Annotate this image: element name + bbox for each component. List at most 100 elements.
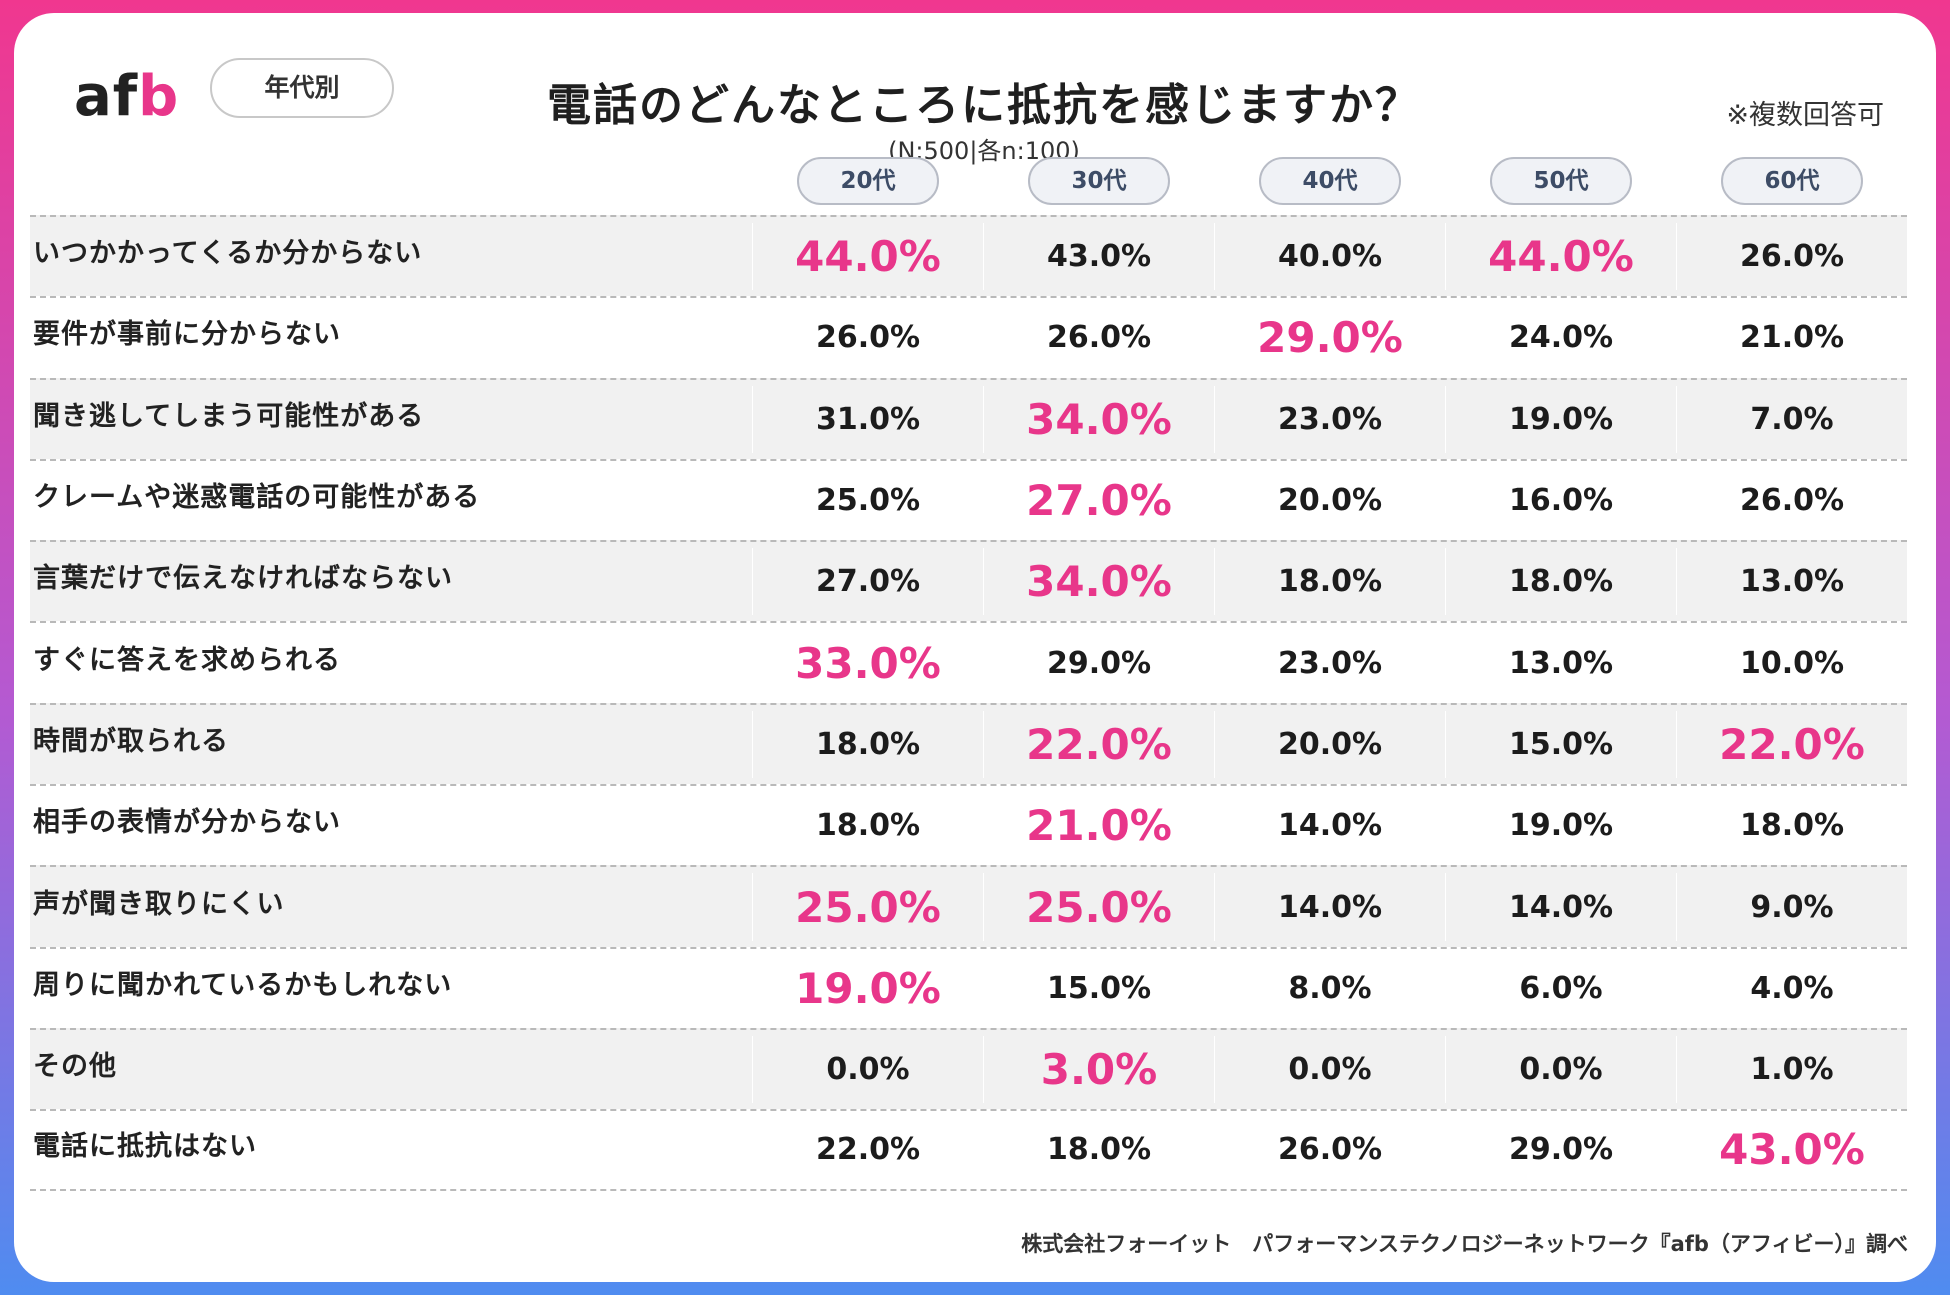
column-separator bbox=[983, 548, 984, 616]
value-cell: 0.0% bbox=[1288, 1052, 1372, 1088]
column-separator bbox=[752, 223, 753, 291]
table-row: 言葉だけで伝えなければならない 27.0% 34.0% 18.0% 18.0% 13.0% bbox=[30, 540, 1907, 622]
value-cell: 13.0% bbox=[1508, 645, 1614, 681]
row-label: 要件が事前に分からない bbox=[33, 319, 341, 351]
value-cell-highlighted: 25.0% bbox=[795, 882, 941, 932]
value-cell: 16.0% bbox=[1508, 483, 1614, 519]
column-separator bbox=[983, 385, 984, 453]
value-cell: 20.0% bbox=[1277, 483, 1383, 519]
column-separator bbox=[1214, 1035, 1215, 1104]
value-cell: 7.0% bbox=[1750, 401, 1834, 437]
value-cell-highlighted: 34.0% bbox=[1026, 394, 1172, 444]
chart-title: 電話のどんなところに抵抗を感じますか？ bbox=[547, 80, 1421, 131]
column-separator bbox=[752, 710, 753, 779]
column-header-40s: 40代 bbox=[1259, 157, 1401, 205]
column-header-60s: 60代 bbox=[1721, 157, 1863, 205]
value-cell: 23.0% bbox=[1277, 645, 1383, 681]
value-cell: 24.0% bbox=[1508, 320, 1614, 356]
column-separator bbox=[1676, 873, 1677, 941]
value-cell: 26.0% bbox=[1277, 1132, 1383, 1168]
column-header-30s: 30代 bbox=[1028, 157, 1170, 205]
table-row: その他 0.0% 3.0% 0.0% 0.0% 1.0% bbox=[30, 1027, 1907, 1110]
column-separator bbox=[1445, 710, 1446, 779]
value-cell-highlighted: 34.0% bbox=[1026, 557, 1172, 607]
column-separator bbox=[1214, 710, 1215, 779]
column-separator bbox=[1445, 548, 1446, 616]
value-cell: 18.0% bbox=[1739, 808, 1845, 844]
column-separator bbox=[1445, 873, 1446, 941]
table-row: 周りに聞かれているかもしれない 19.0% 15.0% 8.0% 6.0% 4.0% bbox=[30, 946, 1907, 1028]
table-row: 声が聞き取りにくい 25.0% 25.0% 14.0% 14.0% 9.0% bbox=[30, 865, 1907, 947]
column-header-20s: 20代 bbox=[797, 157, 939, 205]
column-separator bbox=[1676, 1035, 1677, 1104]
value-cell: 14.0% bbox=[1508, 889, 1614, 925]
value-cell: 40.0% bbox=[1277, 239, 1383, 275]
value-cell: 21.0% bbox=[1739, 320, 1845, 356]
column-separator bbox=[1445, 223, 1446, 291]
multiple-answer-note: ※複数回答可 bbox=[1726, 100, 1884, 131]
table-row: 電話に抵抗はない 22.0% 18.0% 26.0% 29.0% 43.0% bbox=[30, 1109, 1907, 1191]
value-cell: 43.0% bbox=[1046, 239, 1152, 275]
source-credit: 株式会社フォーイット パフォーマンステクノロジーネットワーク『afb（アフィビー… bbox=[1021, 1232, 1908, 1256]
value-cell: 15.0% bbox=[1046, 970, 1152, 1006]
row-label: 言葉だけで伝えなければならない bbox=[33, 563, 453, 595]
column-separator bbox=[752, 1035, 753, 1104]
results-table: いつかかってくるか分からない 44.0% 43.0% 40.0% 44.0% 26.0% 要… bbox=[30, 215, 1907, 1191]
column-separator bbox=[1214, 873, 1215, 941]
value-cell: 29.0% bbox=[1046, 645, 1152, 681]
table-row: クレームや迷惑電話の可能性がある 25.0% 27.0% 20.0% 16.0% 26.0… bbox=[30, 458, 1907, 540]
value-cell: 10.0% bbox=[1739, 645, 1845, 681]
value-cell-highlighted: 44.0% bbox=[795, 232, 941, 282]
value-cell: 20.0% bbox=[1277, 726, 1383, 762]
value-cell: 18.0% bbox=[815, 726, 921, 762]
table-row: 時間が取られる 18.0% 22.0% 20.0% 15.0% 22.0% bbox=[30, 702, 1907, 785]
value-cell-highlighted: 22.0% bbox=[1026, 719, 1172, 769]
value-cell-highlighted: 43.0% bbox=[1719, 1125, 1865, 1175]
column-separator bbox=[1676, 710, 1677, 779]
column-separator bbox=[983, 223, 984, 291]
column-separator bbox=[752, 385, 753, 453]
value-cell: 22.0% bbox=[815, 1132, 921, 1168]
value-cell: 9.0% bbox=[1750, 889, 1834, 925]
table-row: 要件が事前に分からない 26.0% 26.0% 29.0% 24.0% 21.0% bbox=[30, 296, 1907, 377]
row-label: 電話に抵抗はない bbox=[33, 1131, 257, 1163]
value-cell: 29.0% bbox=[1508, 1132, 1614, 1168]
value-cell: 8.0% bbox=[1288, 970, 1372, 1006]
value-cell-highlighted: 33.0% bbox=[795, 638, 941, 688]
row-label: クレームや迷惑電話の可能性がある bbox=[33, 482, 481, 514]
segment-badge: 年代別 bbox=[210, 58, 394, 118]
value-cell: 1.0% bbox=[1750, 1052, 1834, 1088]
value-cell: 26.0% bbox=[815, 320, 921, 356]
value-cell: 26.0% bbox=[1739, 483, 1845, 519]
table-row: いつかかってくるか分からない 44.0% 43.0% 40.0% 44.0% 26.0% bbox=[30, 215, 1907, 297]
row-label: 聞き逃してしまう可能性がある bbox=[33, 400, 425, 432]
value-cell: 19.0% bbox=[1508, 808, 1614, 844]
value-cell: 18.0% bbox=[1277, 564, 1383, 600]
table-row: すぐに答えを求められる 33.0% 29.0% 23.0% 13.0% 10.0% bbox=[30, 621, 1907, 702]
column-separator bbox=[752, 548, 753, 616]
column-separator bbox=[1445, 385, 1446, 453]
value-cell: 0.0% bbox=[1519, 1052, 1603, 1088]
value-cell: 25.0% bbox=[815, 483, 921, 519]
row-label: 声が聞き取りにくい bbox=[33, 888, 285, 920]
column-separator bbox=[983, 873, 984, 941]
value-cell-highlighted: 19.0% bbox=[795, 963, 941, 1013]
column-separator bbox=[1445, 1035, 1446, 1104]
value-cell-highlighted: 27.0% bbox=[1026, 476, 1172, 526]
value-cell: 15.0% bbox=[1508, 726, 1614, 762]
value-cell-highlighted: 25.0% bbox=[1026, 882, 1172, 932]
column-separator bbox=[983, 710, 984, 779]
value-cell-highlighted: 44.0% bbox=[1488, 232, 1634, 282]
table-row: 相手の表情が分からない 18.0% 21.0% 14.0% 19.0% 18.0% bbox=[30, 784, 1907, 865]
value-cell: 26.0% bbox=[1046, 320, 1152, 356]
afb-logo: afb bbox=[74, 64, 180, 129]
value-cell: 23.0% bbox=[1277, 401, 1383, 437]
value-cell: 31.0% bbox=[815, 401, 921, 437]
column-separator bbox=[1214, 548, 1215, 616]
table-row: 聞き逃してしまう可能性がある 31.0% 34.0% 23.0% 19.0% 7.0% bbox=[30, 377, 1907, 459]
value-cell: 13.0% bbox=[1739, 564, 1845, 600]
column-header-50s: 50代 bbox=[1490, 157, 1632, 205]
value-cell-highlighted: 29.0% bbox=[1257, 313, 1403, 363]
column-separator bbox=[1676, 223, 1677, 291]
value-cell: 14.0% bbox=[1277, 808, 1383, 844]
